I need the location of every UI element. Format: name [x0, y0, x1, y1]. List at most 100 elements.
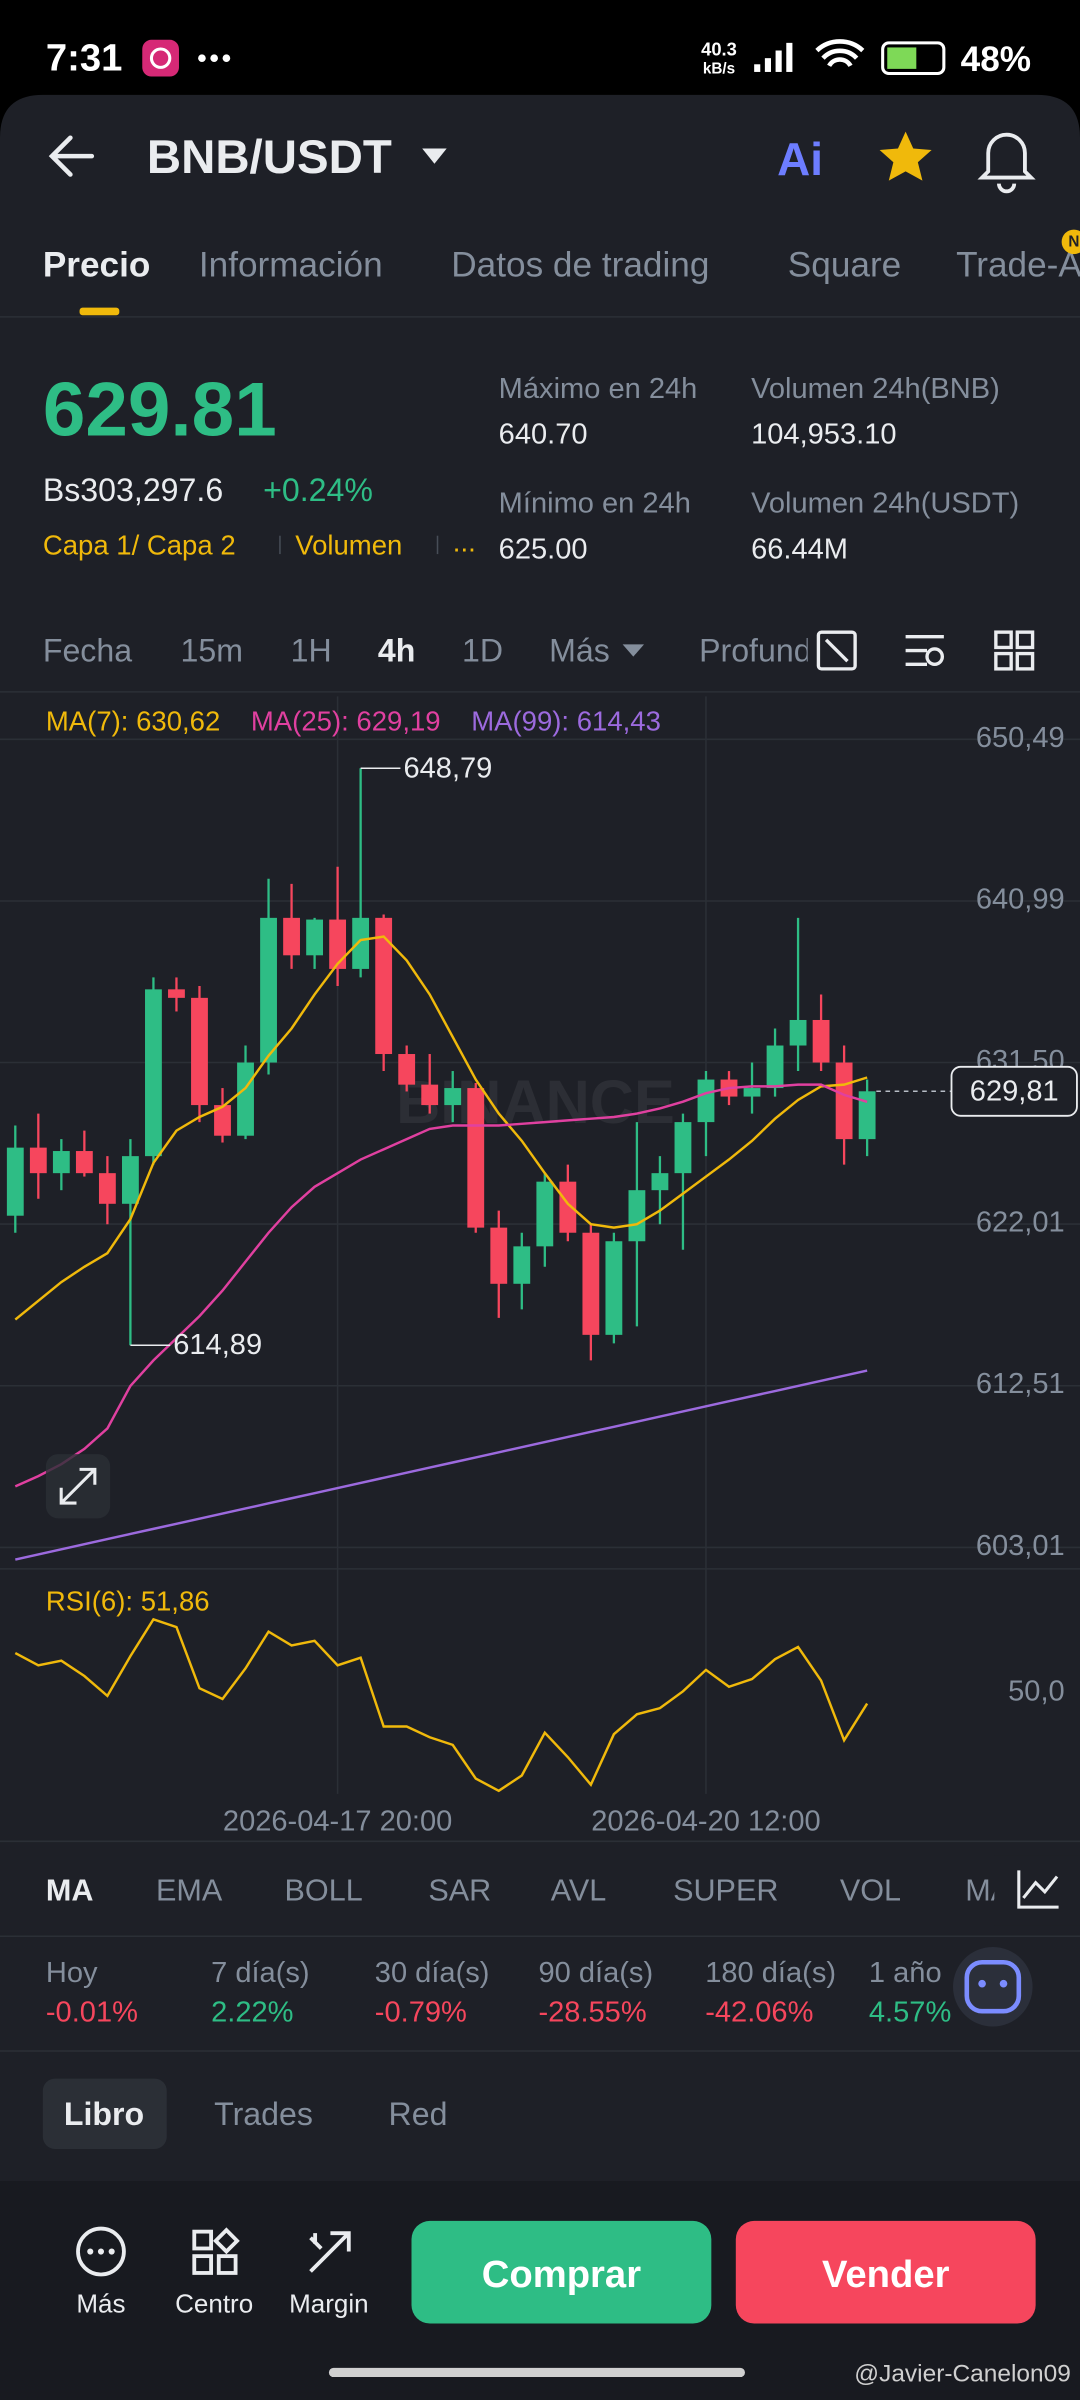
- y-tick-label: 622,01: [976, 1207, 1065, 1239]
- extreme-label: 648,79: [403, 752, 492, 784]
- indicator[interactable]: VOL: [840, 1873, 901, 1907]
- more-icon-dots: [87, 2248, 115, 2255]
- tag[interactable]: Volumen: [295, 529, 402, 560]
- more-dropdown[interactable]: [622, 644, 645, 657]
- performance-label: 7 día(s): [211, 1957, 310, 1989]
- interval[interactable]: Más: [549, 633, 610, 669]
- expand-icon: [59, 1467, 97, 1505]
- interval[interactable]: 1H: [291, 633, 332, 669]
- tag[interactable]: ...: [453, 526, 476, 557]
- candle-body: [582, 1232, 600, 1335]
- instagram-icon-lens: [149, 47, 172, 69]
- tab[interactable]: Trade-A: [956, 245, 1080, 284]
- chart-tools[interactable]: [816, 630, 1035, 671]
- chart-watermark: BINANCE: [396, 1068, 675, 1136]
- performance: Hoy -0.01% 7 día(s) 2.22% 30 día(s) -0.79% 90 …: [46, 1957, 951, 2029]
- instagram-icon: [142, 39, 179, 77]
- network-speed: 40.3: [701, 38, 737, 59]
- last-price-label: 629,81: [970, 1075, 1059, 1107]
- action-label[interactable]: Más: [76, 2289, 125, 2319]
- tab[interactable]: Square: [788, 245, 901, 284]
- indicator-active[interactable]: MA: [46, 1873, 94, 1907]
- interval[interactable]: Profundidad: [699, 633, 872, 669]
- candle-body: [559, 1181, 577, 1233]
- price-change: +0.24%: [263, 472, 373, 508]
- stat-value: 625.00: [499, 533, 588, 565]
- candle-body: [168, 989, 185, 998]
- ma-line: [14, 1083, 868, 1488]
- back-button[interactable]: [48, 135, 95, 177]
- candle-body: [743, 1088, 761, 1097]
- book-tab[interactable]: Trades: [214, 2096, 313, 2132]
- x-tick-label: 2026-04-17 20:00: [223, 1805, 452, 1837]
- indicator[interactable]: SAR: [428, 1873, 491, 1907]
- alert-bell[interactable]: [977, 132, 1036, 194]
- performance-value: -28.55%: [538, 1997, 646, 2029]
- tab[interactable]: Datos de trading: [451, 245, 709, 284]
- performance-label: 180 día(s): [705, 1957, 836, 1989]
- indicator[interactable]: BOLL: [285, 1873, 363, 1907]
- indicator[interactable]: AVL: [551, 1873, 607, 1907]
- candle-body: [283, 917, 300, 956]
- buy-button[interactable]: [411, 2220, 712, 2324]
- center-icon[interactable]: [192, 2227, 240, 2275]
- candle-body: [835, 1062, 853, 1140]
- indicator[interactable]: SUPER: [673, 1873, 778, 1907]
- indicator[interactable]: EMA: [156, 1873, 223, 1907]
- candle-body: [375, 917, 393, 1055]
- interval[interactable]: Fecha: [43, 633, 132, 669]
- candle-body: [6, 1147, 24, 1216]
- stat-value: 640.70: [499, 419, 588, 451]
- more-dots: [198, 54, 231, 62]
- margin-icon[interactable]: [309, 2231, 351, 2273]
- watermark: @Javier-Canelon09: [854, 2360, 1071, 2387]
- candle-body: [812, 1019, 830, 1063]
- candle-body: [674, 1122, 692, 1174]
- tab[interactable]: Información: [199, 245, 383, 284]
- rsi-legend: RSI(6): 51,86: [46, 1586, 210, 1617]
- tag[interactable]: Capa 1/ Capa 2: [43, 529, 236, 560]
- favorite-star[interactable]: [879, 131, 932, 181]
- candle-body: [513, 1246, 531, 1284]
- performance-value: -42.06%: [705, 1997, 813, 2029]
- rsi-tick-label: 50,0: [1008, 1675, 1065, 1707]
- book-tab-active[interactable]: Libro: [64, 2096, 144, 2132]
- candle-body: [191, 997, 208, 1106]
- candle-body: [697, 1079, 715, 1123]
- candle-body: [260, 917, 277, 1063]
- tab[interactable]: Precio: [43, 245, 151, 284]
- battery-level: [887, 47, 917, 69]
- wifi-icon: [815, 39, 865, 68]
- sell-button[interactable]: [735, 2220, 1036, 2324]
- candle-body: [490, 1227, 508, 1284]
- book-tab[interactable]: Red: [389, 2096, 448, 2132]
- candle-body: [237, 1062, 254, 1136]
- indicator-settings[interactable]: [1017, 1870, 1059, 1909]
- stat-label: Mínimo en 24h: [499, 488, 691, 520]
- ma-line: [15, 1369, 868, 1561]
- stat-label: Volumen 24h(USDT): [751, 488, 1019, 520]
- chart-overlay: MA(7): 630,62 MA(25): 629,19 MA(99): 614,4…: [14, 705, 1078, 1793]
- legend-entry: MA(25): 629,19: [251, 705, 441, 736]
- candle-body: [145, 989, 162, 1157]
- candle-body: [651, 1173, 669, 1191]
- home-indicator: [328, 2367, 745, 2378]
- ai-button[interactable]: Ai: [777, 133, 823, 185]
- action-label[interactable]: Margin: [289, 2289, 368, 2319]
- performance-value: 2.22%: [211, 1997, 293, 2029]
- indicator-fade: [994, 1855, 1080, 1926]
- action-label[interactable]: Centro: [175, 2289, 253, 2319]
- interval[interactable]: 1D: [462, 633, 503, 669]
- candle-body: [536, 1181, 554, 1247]
- more-icon[interactable]: [76, 2226, 126, 2277]
- candle-body: [214, 1105, 231, 1136]
- pair-title[interactable]: BNB/USDT: [147, 131, 392, 184]
- interval-active[interactable]: 4h: [378, 633, 415, 669]
- candle-body: [306, 919, 324, 956]
- candle-body: [628, 1190, 646, 1242]
- candle-body: [858, 1091, 876, 1140]
- candle-body: [444, 1088, 462, 1106]
- pair-dropdown[interactable]: [422, 148, 447, 164]
- interval[interactable]: 15m: [181, 633, 243, 669]
